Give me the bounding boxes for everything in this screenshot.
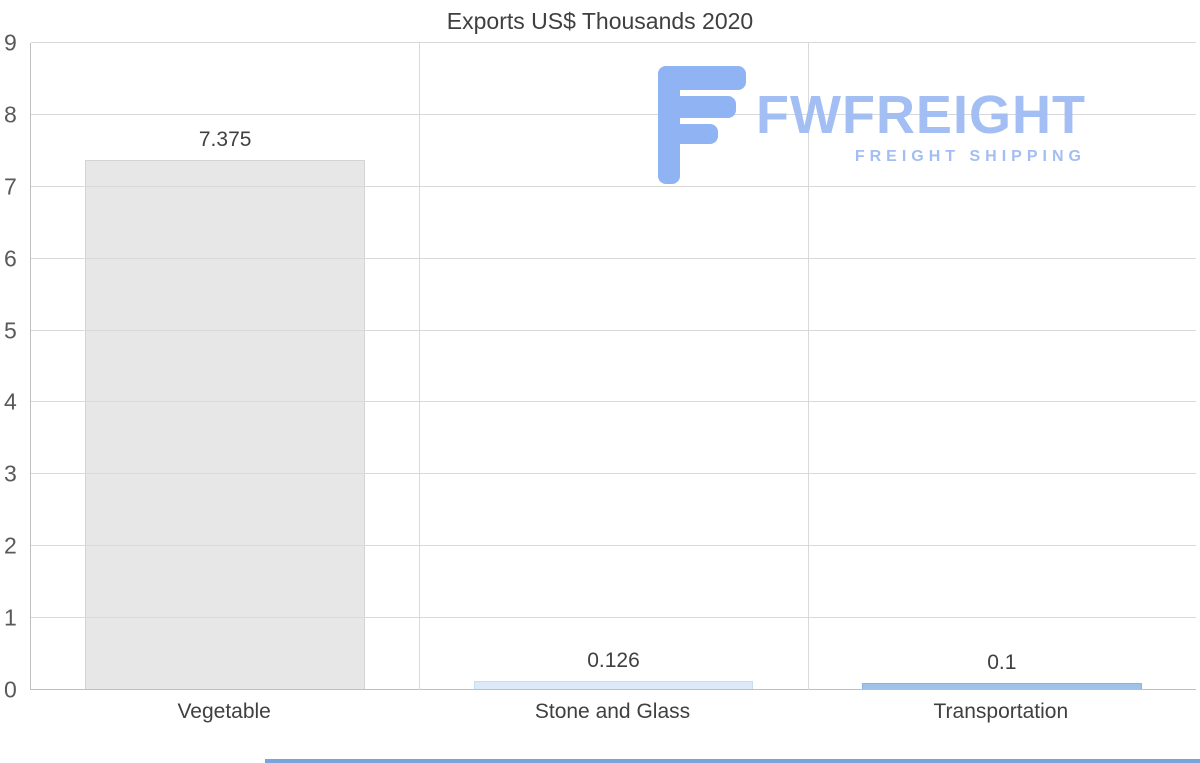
logo-brand-text: FWFREIGHT <box>756 85 1086 145</box>
logo-text: FWFREIGHT FREIGHT SHIPPING <box>756 66 1086 166</box>
x-axis-labels: Vegetable Stone and Glass Transportation <box>30 700 1195 724</box>
gridline-y-2 <box>31 545 1196 547</box>
freight-logo-icon <box>658 66 746 184</box>
gridline-x-2 <box>807 43 809 690</box>
chart-title: Exports US$ Thousands 2020 <box>446 8 754 34</box>
logo-tagline-text: FREIGHT SHIPPING <box>854 148 1086 165</box>
y-tick-label-8: 8 <box>4 101 17 128</box>
y-tick-label-7: 7 <box>4 173 17 200</box>
y-tick-label-1: 1 <box>4 604 17 631</box>
gridline-y-7 <box>31 185 1196 187</box>
x-label-vegetable: Vegetable <box>177 700 271 723</box>
y-tick-label-9: 9 <box>4 29 17 56</box>
y-tick-label-6: 6 <box>4 245 17 272</box>
plot-area: 7.375 0.126 0.1 <box>30 42 1196 690</box>
y-tick-label-5: 5 <box>4 317 17 344</box>
gridline-y-6 <box>31 257 1196 259</box>
gridline-y-1 <box>31 617 1196 619</box>
bar-value-transportation: 0.1 <box>987 650 1017 674</box>
x-label-transportation: Transportation <box>933 700 1069 723</box>
y-tick-label-2: 2 <box>4 532 17 559</box>
gridline-x-1 <box>419 43 421 690</box>
gridline-y-0 <box>31 689 1196 690</box>
bar-value-vegetable: 7.375 <box>198 127 252 151</box>
gridline-y-5 <box>31 329 1196 331</box>
bar-column-vegetable: 7.375 <box>31 43 419 690</box>
gridline-y-8 <box>31 113 1196 115</box>
x-label-stone-and-glass: Stone and Glass <box>534 700 691 723</box>
y-tick-label-4: 4 <box>4 388 17 415</box>
gridline-y-4 <box>31 401 1196 403</box>
gridline-y-9 <box>31 42 1196 43</box>
y-tick-label-0: 0 <box>4 676 17 703</box>
bottom-accent-bar <box>265 759 1200 763</box>
bar-vegetable <box>85 159 365 690</box>
bar-columns: 7.375 0.126 0.1 <box>31 43 1196 690</box>
y-tick-label-3: 3 <box>4 460 17 487</box>
gridline-y-3 <box>31 473 1196 475</box>
bar-value-stone-and-glass: 0.126 <box>587 648 640 672</box>
brand-logo: FWFREIGHT FREIGHT SHIPPING <box>648 66 1148 186</box>
